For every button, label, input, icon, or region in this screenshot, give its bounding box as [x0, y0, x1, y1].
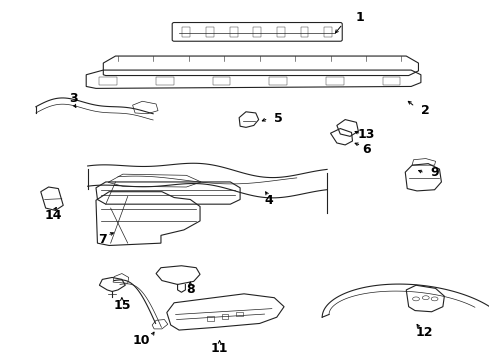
- Text: 13: 13: [358, 127, 375, 140]
- Bar: [270, 77, 287, 85]
- Text: 11: 11: [211, 342, 228, 355]
- Bar: [207, 316, 214, 321]
- Bar: [324, 27, 332, 37]
- Text: 8: 8: [186, 283, 195, 296]
- Bar: [206, 27, 214, 37]
- Text: 12: 12: [416, 326, 434, 339]
- Text: 1: 1: [355, 10, 364, 23]
- Bar: [326, 77, 343, 85]
- Bar: [253, 27, 261, 37]
- Text: 14: 14: [45, 210, 62, 222]
- Text: 15: 15: [113, 299, 131, 312]
- Text: 9: 9: [430, 166, 439, 180]
- Bar: [156, 77, 173, 85]
- Bar: [300, 27, 308, 37]
- Bar: [221, 314, 228, 319]
- Text: 5: 5: [274, 112, 283, 125]
- Text: 4: 4: [264, 194, 273, 207]
- Bar: [230, 27, 238, 37]
- Text: 6: 6: [362, 143, 370, 156]
- Bar: [277, 27, 285, 37]
- Text: 2: 2: [421, 104, 430, 117]
- Bar: [383, 77, 400, 85]
- Text: 3: 3: [69, 93, 77, 105]
- Text: 7: 7: [98, 233, 107, 246]
- Bar: [213, 77, 230, 85]
- Bar: [182, 27, 190, 37]
- Bar: [236, 312, 243, 316]
- Bar: [99, 77, 117, 85]
- Text: 10: 10: [133, 334, 150, 347]
